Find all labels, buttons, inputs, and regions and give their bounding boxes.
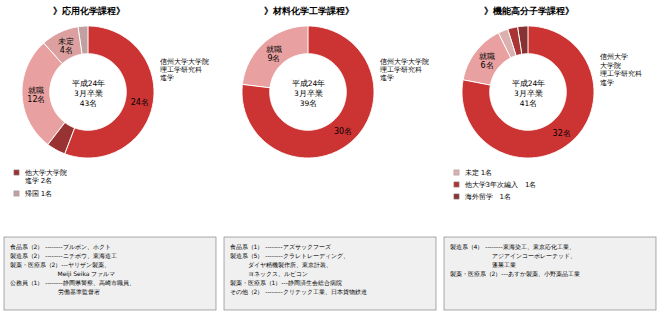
- svg-text:製造系（4） --------東海染工、東京応化工業、: 製造系（4） --------東海染工、東京応化工業、 アジアインコーポレーテッ…: [450, 243, 580, 278]
- svg-text:32名: 32名: [553, 129, 571, 138]
- svg-text:》機能高分子学課程》: 》機能高分子学課程》: [484, 6, 574, 16]
- svg-text:》応用化学課程》: 》応用化学課程》: [53, 6, 125, 16]
- svg-text:他大学3年次編入 1名: 他大学3年次編入 1名: [465, 181, 537, 189]
- svg-text:平成24年3月卒業41名: 平成24年3月卒業41名: [512, 79, 546, 108]
- svg-text:》材料化学工学課程》: 》材料化学工学課程》: [264, 6, 354, 16]
- svg-text:信州大学大学院理工学研究科進学: 信州大学大学院理工学研究科進学: [160, 58, 209, 83]
- svg-text:就職12名: 就職12名: [27, 86, 45, 104]
- svg-text:30名: 30名: [334, 127, 352, 136]
- svg-text:海外留学 1名: 海外留学 1名: [465, 193, 511, 201]
- svg-text:食品系（2） --------ブルボン、ホクト製造系（2）: 食品系（2） --------ブルボン、ホクト製造系（2） --------ニチ…: [10, 243, 135, 295]
- svg-text:信州大学大学院理工学研究科進学: 信州大学大学院理工学研究科進学: [380, 58, 429, 83]
- svg-text:帰国 1名: 帰国 1名: [25, 190, 53, 198]
- svg-text:食品系（1） --------アズサックフーズ製造系（5）: 食品系（1） --------アズサックフーズ製造系（5） --------クラ…: [230, 243, 367, 296]
- svg-text:平成24年3月卒業39名: 平成24年3月卒業39名: [292, 79, 326, 108]
- svg-text:24名: 24名: [131, 98, 149, 107]
- svg-text:就職6名: 就職6名: [479, 52, 495, 70]
- svg-text:未定4名: 未定4名: [58, 37, 74, 55]
- svg-text:平成24年3月卒業43名: 平成24年3月卒業43名: [72, 79, 106, 108]
- svg-text:信州大学大学院理工学研究科進学: 信州大学大学院理工学研究科進学: [600, 53, 642, 86]
- svg-text:他大学大学院進学 2名: 他大学大学院進学 2名: [25, 169, 67, 186]
- svg-text:就職9名: 就職9名: [266, 45, 282, 63]
- svg-text:未定 1名: 未定 1名: [465, 169, 493, 177]
